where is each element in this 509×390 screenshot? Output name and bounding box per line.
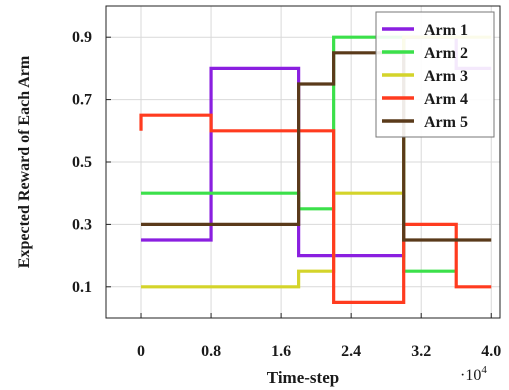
y-tick-label: 0.9 <box>72 29 92 46</box>
legend-items: Arm 1 Arm 2 Arm 3 Arm 4 Arm 5 <box>382 22 468 131</box>
y-tick-label: 0.5 <box>72 154 92 171</box>
legend-label: Arm 2 <box>424 45 468 62</box>
legend-label: Arm 5 <box>424 114 468 131</box>
y-axis-ticks: 0.1 0.3 0.5 0.7 0.9 <box>72 29 111 296</box>
x-tick-label: 2.4 <box>341 343 361 360</box>
x-axis-multiplier: ·104 <box>460 364 487 384</box>
y-tick-label: 0.3 <box>72 216 92 233</box>
series-line-arm-4 <box>139 113 492 304</box>
x-tick-label: 4.0 <box>481 343 501 360</box>
series-line-arm-5 <box>141 51 492 242</box>
x-tick-label: 3.2 <box>411 343 431 360</box>
y-axis-label: Expected Reward of Each Arm <box>16 55 33 268</box>
legend-label: Arm 4 <box>424 91 468 108</box>
x-axis-label: Time-step <box>267 368 339 387</box>
x-tick-label: 0 <box>137 343 145 360</box>
x-axis-multiplier-exponent: 4 <box>481 364 487 376</box>
legend: Arm 1 Arm 2 Arm 3 Arm 4 Arm 5 <box>375 11 495 138</box>
legend-label: Arm 3 <box>424 68 468 85</box>
y-tick-label: 0.7 <box>72 92 92 109</box>
x-tick-label: 0.8 <box>201 343 221 360</box>
x-axis-multiplier-base: ·10 <box>460 367 481 384</box>
x-axis-ticks: 0 0.8 1.6 2.4 3.2 4.0 <box>137 313 501 360</box>
y-tick-label: 0.1 <box>72 279 92 296</box>
legend-label: Arm 1 <box>424 22 468 39</box>
x-tick-label: 1.6 <box>271 343 291 360</box>
